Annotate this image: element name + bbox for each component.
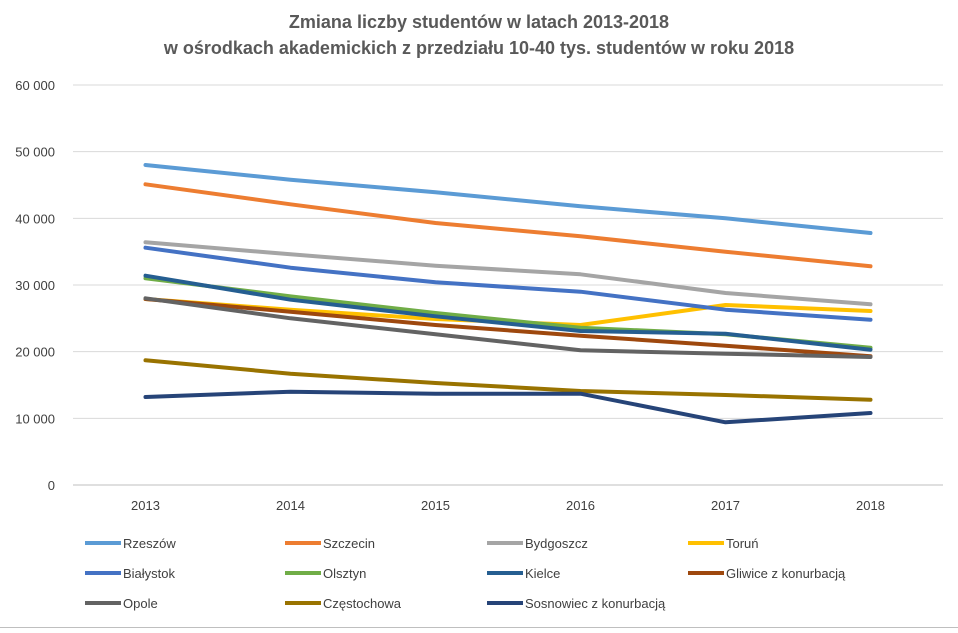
legend-label: Olsztyn xyxy=(323,566,366,581)
x-tick-label: 2014 xyxy=(276,498,305,513)
x-axis-ticks: 2013 2014 2015 2016 2017 2018 xyxy=(131,498,885,513)
legend-label: Sosnowiec z konurbacją xyxy=(525,596,666,611)
y-axis-ticks: 0 10 000 20 000 30 000 40 000 50 000 60 000 xyxy=(15,78,55,493)
x-tick-label: 2018 xyxy=(856,498,885,513)
legend-label: Kielce xyxy=(525,566,560,581)
y-tick-label: 0 xyxy=(48,478,55,493)
series-line-8 xyxy=(143,296,873,359)
chart-subtitle: w ośrodkach akademickich z przedziału 10… xyxy=(163,38,794,58)
chart-title: Zmiana liczby studentów w latach 2013-20… xyxy=(289,12,669,32)
series-lines xyxy=(143,163,873,425)
y-tick-label: 20 000 xyxy=(15,345,55,360)
series-line-10 xyxy=(143,389,873,425)
series-line-7 xyxy=(143,297,873,359)
y-tick-label: 10 000 xyxy=(15,411,55,426)
y-tick-label: 40 000 xyxy=(15,211,55,226)
series-line-9 xyxy=(143,358,873,402)
x-tick-label: 2016 xyxy=(566,498,595,513)
legend-label: Opole xyxy=(123,596,158,611)
gridlines xyxy=(73,84,943,486)
legend-label: Białystok xyxy=(123,566,176,581)
legend-label: Gliwice z konurbacją xyxy=(726,566,846,581)
series-line-2 xyxy=(143,240,873,307)
x-tick-label: 2017 xyxy=(711,498,740,513)
legend: Rzeszów Szczecin Bydgoszcz Toruń Białystok Ol… xyxy=(85,536,846,611)
series-line-1 xyxy=(143,182,873,269)
legend-label: Szczecin xyxy=(323,536,375,551)
x-tick-label: 2015 xyxy=(421,498,450,513)
series-line-0 xyxy=(143,163,873,235)
legend-label: Bydgoszcz xyxy=(525,536,588,551)
series-line-6 xyxy=(143,273,873,352)
legend-label: Toruń xyxy=(726,536,759,551)
x-tick-label: 2013 xyxy=(131,498,160,513)
y-tick-label: 50 000 xyxy=(15,145,55,160)
series-line-4 xyxy=(143,245,873,322)
y-tick-label: 30 000 xyxy=(15,278,55,293)
y-tick-label: 60 000 xyxy=(15,78,55,93)
legend-label: Częstochowa xyxy=(323,596,402,611)
legend-label: Rzeszów xyxy=(123,536,176,551)
